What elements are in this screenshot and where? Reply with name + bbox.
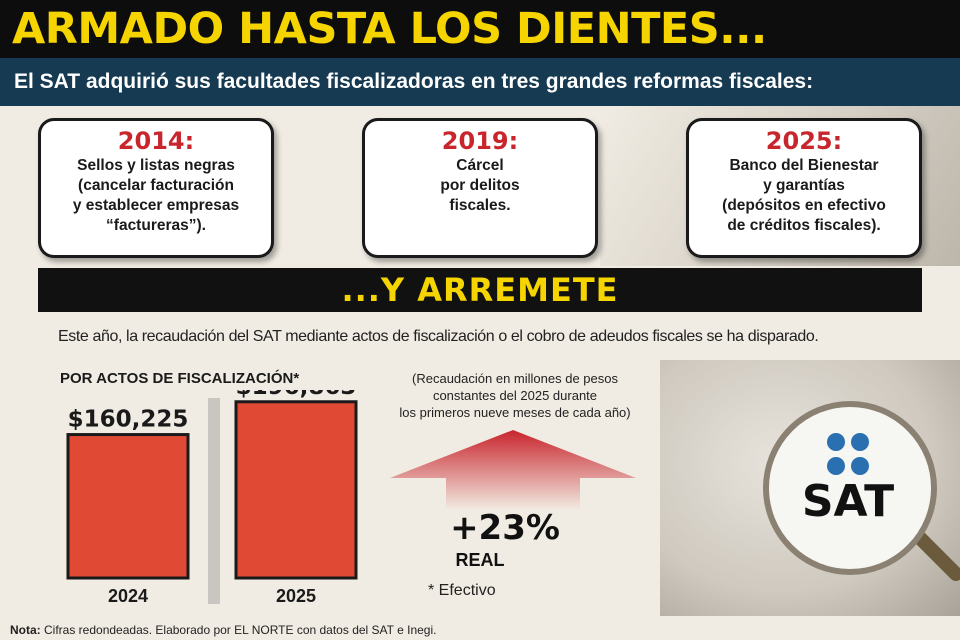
category-label: 2024 (108, 586, 148, 606)
logo-dot (827, 433, 845, 451)
reform-card-2019: 2019: Cárcel por delitos fiscales. (362, 118, 598, 258)
title-band: ARMADO HASTA LOS DIENTES... (0, 0, 960, 58)
bar-2025 (234, 400, 358, 580)
note-label: Nota: (10, 623, 41, 637)
change-percentage: +23% (450, 508, 560, 548)
section-title: ...Y ARREMETE (341, 271, 619, 309)
main-title: ARMADO HASTA LOS DIENTES... (12, 4, 767, 54)
bar-chart: $160,225 2024 $196,863 2025 (66, 390, 358, 606)
chart-footnote: * Efectivo (428, 582, 496, 599)
increase-arrow-icon (390, 430, 636, 510)
reform-card-2014: 2014: Sellos y listas negras (cancelar f… (38, 118, 274, 258)
logo-text: SAT (802, 476, 894, 527)
reform-description: Cárcel por delitos fiscales. (440, 157, 520, 214)
chart-title: POR ACTOS DE FISCALIZACIÓN* (60, 370, 300, 387)
subtitle-band: El SAT adquirió sus facultades fiscaliza… (0, 58, 960, 106)
note-text: Cifras redondeadas. Elaborado por EL NOR… (44, 623, 437, 637)
change-label: REAL (455, 550, 505, 570)
subtitle: El SAT adquirió sus facultades fiscaliza… (14, 70, 814, 93)
sat-logo: SAT (763, 401, 960, 581)
intro-text: Este año, la recaudación del SAT mediant… (58, 328, 819, 345)
reform-year: 2014: (117, 127, 195, 155)
reform-description: Banco del Bienestar y garantías (depósit… (722, 157, 886, 234)
reform-description: Sellos y listas negras (cancelar factura… (72, 157, 240, 234)
logo-dot (827, 457, 845, 475)
section-band: ...Y ARREMETE (38, 268, 922, 312)
logo-dot (851, 433, 869, 451)
bar-value-label: $160,225 (68, 407, 189, 433)
reform-year: 2025: (765, 127, 843, 155)
reform-card-2025: 2025: Banco del Bienestar y garantías (d… (686, 118, 922, 258)
chart-note: (Recaudación en millones de pesos consta… (399, 371, 631, 420)
bar-divider (208, 398, 220, 604)
footer-band (0, 618, 960, 640)
category-label: 2025 (276, 586, 316, 606)
logo-dot (851, 457, 869, 475)
bar-2024 (66, 433, 190, 580)
reform-year: 2019: (441, 127, 519, 155)
bar-value-label: $196,863 (236, 390, 357, 400)
source-note: Nota: Cifras redondeadas. Elaborado por … (10, 623, 436, 637)
